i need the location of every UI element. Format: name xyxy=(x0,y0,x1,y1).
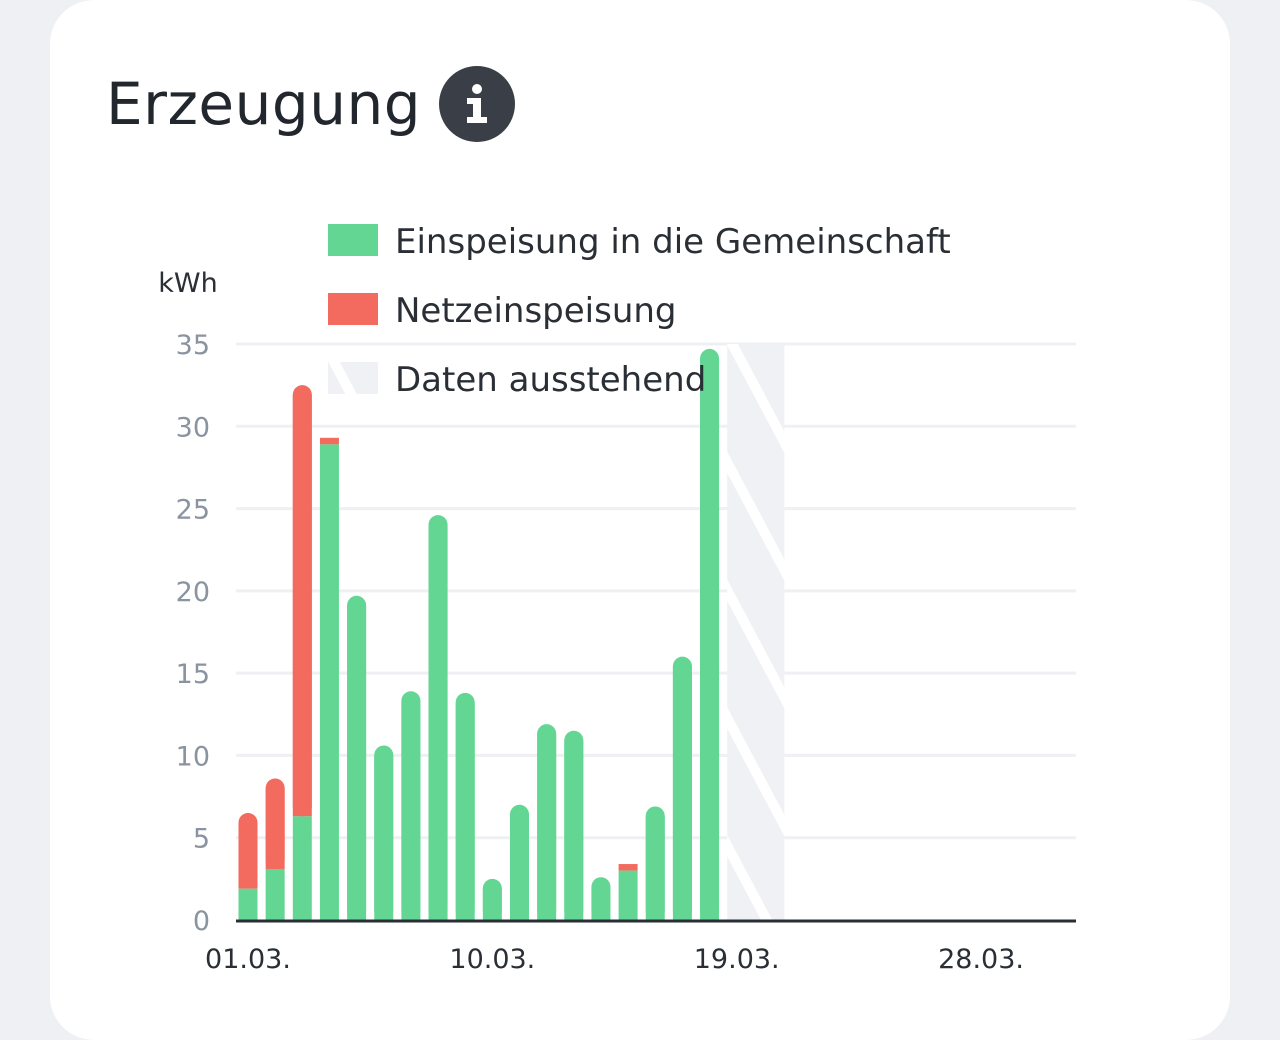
bar-group[interactable] xyxy=(482,878,502,920)
info-icon xyxy=(467,84,488,123)
bar-gemeinschaft-fill xyxy=(537,733,557,920)
legend-item-pending[interactable]: Daten ausstehend xyxy=(328,360,706,400)
bar-gemeinschaft-fill xyxy=(672,666,692,920)
bar-netzeinspeisung-fill xyxy=(238,822,258,889)
bar-gemeinschaft xyxy=(618,870,638,920)
y-tick-label: 10 xyxy=(176,741,210,772)
bar-group[interactable] xyxy=(537,724,557,920)
legend-label: Netzeinspeisung xyxy=(395,291,677,331)
bar-gemeinschaft-fill xyxy=(700,358,720,920)
bar-group[interactable] xyxy=(428,515,448,920)
bar-gemeinschaft-fill xyxy=(401,700,421,920)
legend-item-netzeinspeisung[interactable]: Netzeinspeisung xyxy=(328,291,677,331)
info-button[interactable] xyxy=(439,66,516,142)
bar-gemeinschaft-fill xyxy=(347,605,367,920)
bar-gemeinschaft-fill xyxy=(591,886,611,920)
y-axis: 0 5 10 15 20 25 30 35 xyxy=(176,330,210,937)
bars xyxy=(238,348,720,920)
x-axis: 01.03. 10.03. 19.03. 28.03. xyxy=(205,919,1076,975)
bar-netzeinspeisung-fill xyxy=(265,787,285,869)
bar-gemeinschaft xyxy=(319,444,339,920)
bar-gemeinschaft-fill xyxy=(510,814,529,920)
legend-label: Einspeisung in die Gemeinschaft xyxy=(395,222,951,262)
legend-swatch xyxy=(328,362,378,394)
bar-group[interactable] xyxy=(618,864,638,920)
bar-group[interactable] xyxy=(645,806,665,920)
x-tick-label: 10.03. xyxy=(449,944,535,975)
bar-group[interactable] xyxy=(564,730,584,920)
y-tick-label: 0 xyxy=(193,906,210,937)
bar-group[interactable] xyxy=(510,804,529,920)
legend: Einspeisung in die Gemeinschaft Netzeinsp… xyxy=(328,222,951,400)
pending-area xyxy=(727,344,785,920)
bar-group[interactable] xyxy=(292,385,312,920)
legend-swatch xyxy=(328,293,378,325)
bar-gemeinschaft xyxy=(238,888,258,920)
bar-gemeinschaft-fill xyxy=(374,755,394,920)
y-tick-label: 25 xyxy=(176,495,210,526)
bar-gemeinschaft xyxy=(265,868,285,920)
y-tick-label: 5 xyxy=(193,824,210,855)
x-tick-label: 19.03. xyxy=(694,944,780,975)
x-tick-label: 28.03. xyxy=(938,944,1024,975)
y-tick-label: 20 xyxy=(176,577,210,608)
bar-group[interactable] xyxy=(455,692,475,920)
bar-netzeinspeisung xyxy=(618,864,638,871)
bar-group[interactable] xyxy=(347,595,367,920)
bar-gemeinschaft xyxy=(292,816,312,920)
bar-group[interactable] xyxy=(319,437,339,920)
y-tick-label: 15 xyxy=(176,659,210,690)
pending-region xyxy=(727,344,785,920)
bar-group[interactable] xyxy=(265,778,285,920)
bar-group[interactable] xyxy=(672,656,692,920)
x-tick-label: 01.03. xyxy=(205,944,291,975)
legend-label: Daten ausstehend xyxy=(395,360,706,400)
page-title: Erzeugung xyxy=(106,70,422,138)
bar-group[interactable] xyxy=(374,745,394,920)
bar-gemeinschaft-fill xyxy=(428,524,448,920)
bar-group[interactable] xyxy=(591,877,611,920)
bar-netzeinspeisung-fill xyxy=(292,394,312,817)
y-tick-label: 30 xyxy=(176,412,210,443)
bar-gemeinschaft-fill xyxy=(455,702,475,920)
bar-gemeinschaft-fill xyxy=(482,888,502,920)
legend-item-gemeinschaft[interactable]: Einspeisung in die Gemeinschaft xyxy=(328,222,951,262)
bar-gemeinschaft-fill xyxy=(564,740,584,920)
title-row: Erzeugung xyxy=(106,66,516,142)
bar-group[interactable] xyxy=(700,348,720,920)
y-tick-label: 35 xyxy=(176,330,210,361)
bar-gemeinschaft-fill xyxy=(645,815,665,920)
bar-group[interactable] xyxy=(238,813,258,920)
y-unit-label: kWh xyxy=(158,268,217,299)
legend-swatch xyxy=(328,224,378,256)
bar-group[interactable] xyxy=(401,691,421,920)
bar-netzeinspeisung xyxy=(319,437,339,445)
